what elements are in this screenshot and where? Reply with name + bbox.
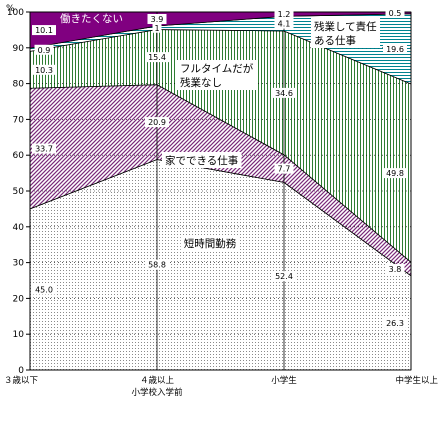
y-tick-label: 40	[13, 223, 25, 233]
series-name-0: 短時間勤務	[180, 235, 240, 251]
value-label-text: 33.7	[35, 145, 53, 154]
value-label-text: 45.0	[35, 285, 53, 294]
series-name-bg	[180, 235, 240, 251]
series-name-text: 短時間勤務	[184, 237, 237, 250]
x-tick-label: 中学生以上	[395, 375, 438, 386]
y-tick-label: 60	[13, 151, 25, 161]
value-label-text: 34.6	[275, 89, 293, 98]
value-label-3-2: 4.1	[274, 18, 294, 29]
series-name-text: フルタイムだが	[180, 62, 254, 75]
value-label-text: 15.4	[148, 53, 166, 62]
value-label-bg	[385, 264, 405, 275]
series-name-text: 働きたくない	[60, 12, 123, 25]
value-label-2-0: 10.3	[32, 64, 56, 75]
value-label-2-1: 15.4	[145, 52, 169, 63]
y-tick-label: 30	[13, 259, 25, 269]
value-label-3-0: 0.9	[34, 44, 54, 55]
value-label-4-3: 0.5	[385, 7, 405, 18]
value-label-text: 52.4	[275, 272, 293, 281]
value-label-3-3: 19.6	[383, 43, 407, 54]
value-label-text: 20.9	[148, 118, 166, 127]
value-label-1-1: 20.9	[145, 117, 169, 128]
x-tick-label: ３歳以下	[4, 375, 39, 386]
y-tick-label: 10	[13, 330, 25, 340]
x-tick-label: 小学生	[271, 375, 297, 386]
value-label-bg	[145, 52, 169, 63]
value-label-text: 0.9	[38, 46, 51, 55]
y-tick-label: 0	[18, 366, 24, 376]
value-label-bg	[272, 271, 296, 282]
value-label-text: 10.3	[35, 66, 53, 75]
value-label-bg	[383, 168, 407, 179]
value-label-2-3: 49.8	[383, 168, 407, 179]
value-label-text: 7.7	[278, 165, 291, 174]
value-label-bg	[274, 163, 294, 174]
value-label-bg	[383, 43, 407, 54]
y-tick-label: 80	[13, 80, 25, 90]
value-label-text: 0.5	[389, 9, 402, 18]
value-label-text: 10.1	[35, 26, 53, 35]
value-label-text: 58.8	[148, 261, 166, 270]
x-tick-label: ４歳以上	[140, 375, 175, 386]
y-tick-label: 100	[7, 8, 24, 18]
value-label-bg	[147, 13, 167, 24]
value-label-1-2: 7.7	[274, 163, 294, 174]
value-label-bg	[383, 317, 407, 328]
value-label-text: 3.8	[389, 265, 402, 274]
series-name-bg	[162, 152, 242, 168]
x-tick-label: 小学校入学前	[131, 387, 183, 398]
value-label-bg	[274, 18, 294, 29]
series-name-4: 働きたくない	[60, 12, 123, 25]
value-label-bg	[32, 64, 56, 75]
data-labels: 45.0 58.8 52.4 26.3 33.7 20.9 7.7 3.8 10.3 15.4 34…	[32, 7, 407, 328]
value-label-0-3: 26.3	[383, 317, 407, 328]
value-label-bg	[32, 25, 56, 36]
value-label-2-2: 34.6	[272, 87, 296, 98]
value-label-text: 3.9	[151, 15, 164, 24]
y-tick-label: 90	[13, 44, 25, 54]
y-axis-unit-label: %	[6, 4, 15, 14]
series-name-bg	[177, 60, 257, 90]
value-label-1-3: 3.8	[385, 264, 405, 275]
value-label-bg	[145, 259, 169, 270]
value-label-text: 1.2	[278, 10, 291, 19]
value-label-1-0: 33.7	[32, 143, 56, 154]
value-label-0-1: 58.8	[145, 259, 169, 270]
value-label-0-2: 52.4	[272, 271, 296, 282]
value-label-text: 1	[154, 24, 159, 33]
value-label-0-0: 45.0	[32, 284, 56, 295]
value-label-text: 19.6	[386, 45, 404, 54]
value-label-4-0: 10.1	[32, 25, 56, 36]
series-name-text: 家でできる仕事	[165, 154, 239, 167]
y-tick-label: 50	[13, 187, 25, 197]
value-label-bg	[34, 44, 54, 55]
series-name-1: 家でできる仕事	[162, 152, 242, 168]
series-name-text: 残業して責任	[314, 20, 377, 33]
y-tick-label: 70	[13, 115, 25, 125]
value-label-bg	[32, 284, 56, 295]
series-name-bg	[311, 18, 380, 48]
value-label-bg	[272, 87, 296, 98]
value-label-text: 4.1	[278, 20, 291, 29]
value-label-bg	[32, 143, 56, 154]
series-name-text: ある仕事	[314, 34, 356, 47]
value-label-bg	[274, 9, 294, 20]
value-label-bg	[152, 22, 162, 33]
value-label-4-1: 3.9	[147, 13, 167, 24]
value-label-text: 49.8	[386, 169, 404, 178]
series-name-text: 残業なし	[180, 76, 222, 89]
value-label-bg	[145, 117, 169, 128]
value-label-3-1: 1	[152, 22, 162, 33]
y-tick-label: 20	[13, 294, 25, 304]
value-label-bg	[385, 7, 405, 18]
value-label-4-2: 1.2	[274, 9, 294, 20]
value-label-text: 26.3	[386, 319, 404, 328]
